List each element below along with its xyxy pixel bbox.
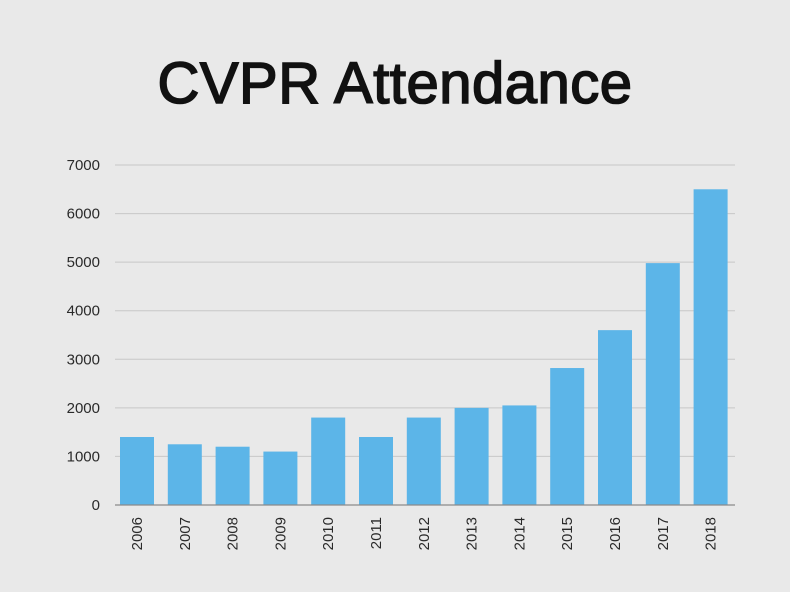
x-tick-label: 2012 <box>416 517 433 550</box>
x-tick-label: 2007 <box>177 517 194 550</box>
bar-2015 <box>550 368 585 505</box>
x-tick-label: 2016 <box>607 517 624 550</box>
bar-2008 <box>215 446 250 505</box>
bar-2006 <box>120 437 154 505</box>
x-tick-labels: 2006 2007 2008 2009 2010 2011 2012 2013 2014 2015… <box>129 517 720 550</box>
y-tick-label: 5000 <box>67 254 100 271</box>
x-tick-label: 2009 <box>272 517 289 550</box>
bar-2014 <box>502 405 537 505</box>
x-tick-label: 2015 <box>559 517 576 550</box>
y-tick-label: 6000 <box>67 206 100 223</box>
bar-2007 <box>167 444 202 505</box>
x-tick-label: 2006 <box>129 517 146 550</box>
y-tick-label: 1000 <box>67 448 100 465</box>
bar-2009 <box>263 451 298 505</box>
y-tick-label: 4000 <box>67 303 100 320</box>
y-tick-label: 0 <box>92 497 100 514</box>
bar-2013 <box>454 407 489 505</box>
x-tick-label: 2010 <box>320 517 337 550</box>
x-tick-label: 2013 <box>464 517 481 550</box>
bar-2011 <box>359 437 393 505</box>
bar-2012 <box>406 417 441 505</box>
x-tick-label: 2014 <box>511 517 528 550</box>
x-tick-label: 2011 <box>368 517 385 549</box>
y-tick-labels: 0 1000 2000 3000 4000 5000 6000 7000 <box>67 157 100 514</box>
gridlines <box>115 164 735 457</box>
bar-2018 <box>693 189 728 506</box>
y-tick-label: 2000 <box>67 400 100 417</box>
bar-2016 <box>598 330 632 505</box>
x-tick-label: 2017 <box>655 517 672 550</box>
x-tick-label: 2008 <box>225 517 242 550</box>
bars <box>120 189 728 506</box>
bar-2017 <box>645 263 680 505</box>
bar-2010 <box>311 417 346 505</box>
x-tick-label: 2018 <box>703 517 720 550</box>
y-tick-label: 7000 <box>67 157 100 174</box>
chart-title: CVPR Attendance <box>157 50 633 117</box>
y-tick-label: 3000 <box>67 351 100 368</box>
